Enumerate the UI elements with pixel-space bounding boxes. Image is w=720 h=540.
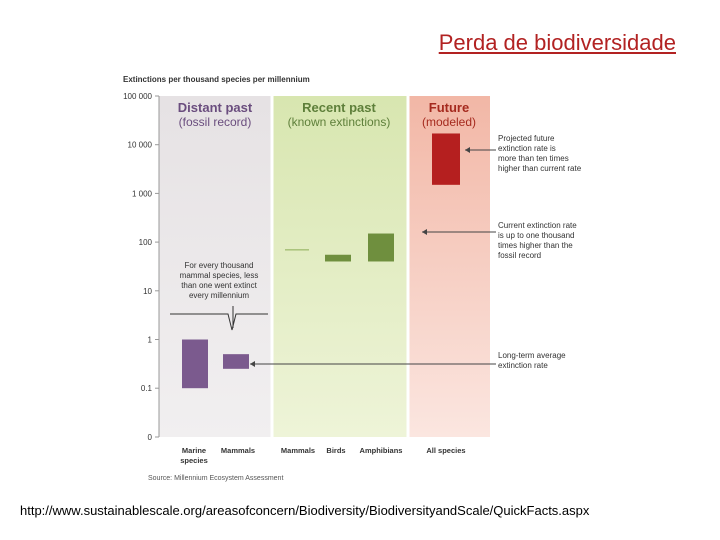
- y-tick-label: 0.1: [141, 384, 153, 393]
- y-tick-label: 1 000: [132, 189, 153, 198]
- period-subtitle-distant: (fossil record): [179, 115, 252, 129]
- y-tick-label: 100: [139, 238, 153, 247]
- current-note-line: fossil record: [498, 251, 541, 260]
- period-subtitle-future: (modeled): [422, 115, 476, 129]
- period-title-future: Future: [429, 100, 469, 115]
- bar-recent-2: [285, 249, 309, 251]
- longterm-note-line: Long-term average: [498, 351, 566, 360]
- fossil-note-line: mammal species, less: [180, 271, 259, 280]
- x-category-label: Marine: [182, 446, 206, 455]
- future-note-line: higher than current rate: [498, 164, 582, 173]
- y-tick-label: 10: [143, 287, 152, 296]
- x-category-label: Mammals: [281, 446, 315, 455]
- bar-recent-3: [325, 254, 351, 262]
- source-url: http://www.sustainablescale.org/areasofc…: [20, 503, 590, 518]
- current-note-line: is up to one thousand: [498, 231, 575, 240]
- band-recent: [272, 96, 408, 437]
- y-tick-label: 0: [148, 433, 153, 442]
- chart-title: Extinctions per thousand species per mil…: [123, 75, 310, 84]
- longterm-note-line: extinction rate: [498, 361, 548, 370]
- x-category-label: All species: [426, 446, 465, 455]
- period-title-distant: Distant past: [178, 100, 253, 115]
- x-category-label: Mammals: [221, 446, 255, 455]
- bar-distant-0: [182, 339, 208, 389]
- band-distant: [159, 96, 272, 437]
- bar-future-5: [432, 133, 460, 185]
- bar-distant-1: [223, 354, 249, 369]
- period-subtitle-recent: (known extinctions): [288, 115, 391, 129]
- x-category-label: Birds: [326, 446, 345, 455]
- fossil-note-line: every millennium: [189, 291, 249, 300]
- fossil-note-line: For every thousand: [185, 261, 254, 270]
- fossil-note-bracket: [170, 313, 268, 331]
- current-note-arrowhead: [422, 229, 427, 235]
- current-note-line: times higher than the: [498, 241, 573, 250]
- y-tick-label: 1: [148, 336, 153, 345]
- y-tick-label: 100 000: [123, 92, 152, 101]
- bar-recent-4: [368, 233, 394, 262]
- fossil-note-line: than one went extinct: [181, 281, 257, 290]
- source-note: Source: Millennium Ecosystem Assessment: [148, 475, 283, 482]
- future-note-line: extinction rate is: [498, 144, 556, 153]
- y-tick-label: 10 000: [128, 141, 153, 150]
- x-category-label: species: [180, 456, 208, 465]
- future-note-line: Projected future: [498, 134, 555, 143]
- extinction-rate-chart: Extinctions per thousand species per mil…: [123, 75, 582, 482]
- slide-title: Perda de biodiversidade: [438, 30, 676, 55]
- future-note-arrowhead: [465, 147, 470, 153]
- current-note-line: Current extinction rate: [498, 221, 577, 230]
- x-category-label: Amphibians: [360, 446, 403, 455]
- period-title-recent: Recent past: [302, 100, 376, 115]
- longterm-note-arrowhead: [250, 361, 255, 367]
- future-note-line: more than ten times: [498, 154, 569, 163]
